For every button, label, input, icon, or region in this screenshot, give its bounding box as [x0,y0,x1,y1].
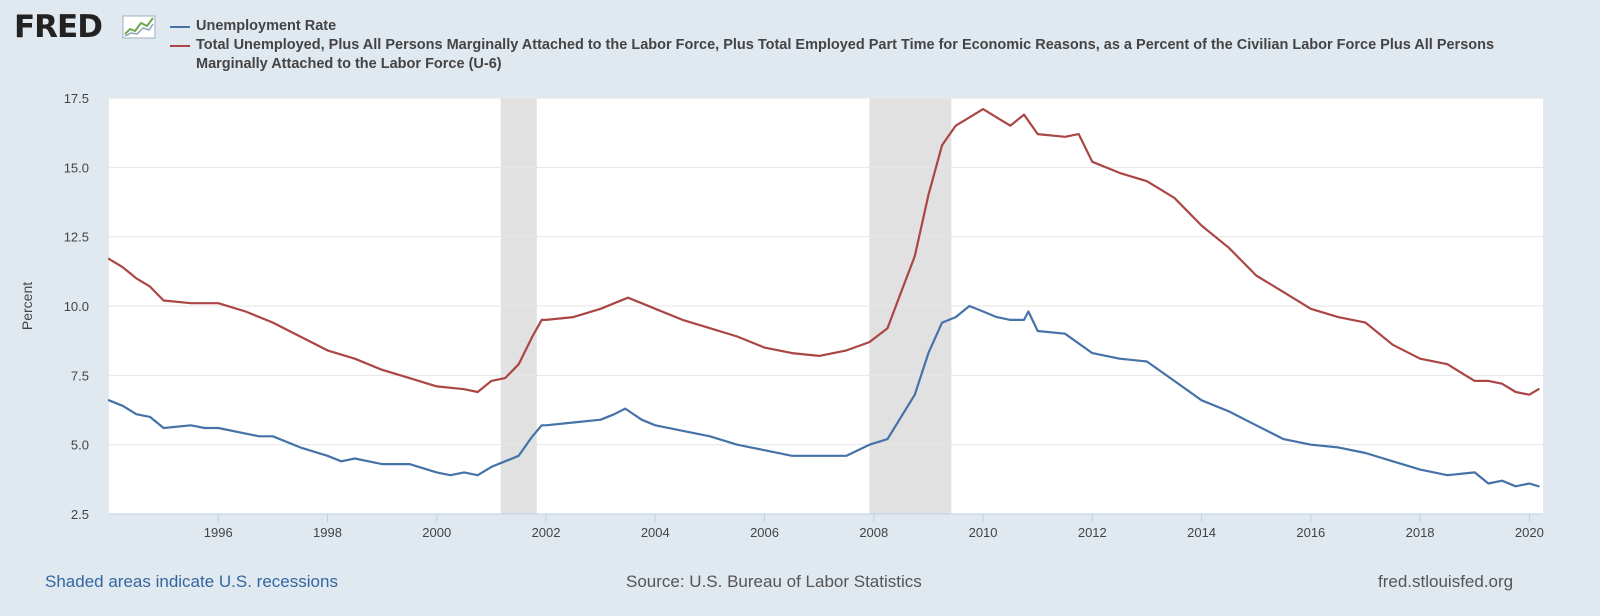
legend-swatch-u6 [170,45,190,47]
y-tick-label-1: 5.0 [71,438,89,453]
series-line-1[interactable] [107,107,1540,396]
legend-swatch-unemployment-rate [170,26,190,28]
y-tick-label-3: 10.0 [64,299,89,314]
y-axis-ticks: 2.5 5.0 7.5 10.0 12.5 15.0 17.5 [64,91,89,522]
y-tick-label-6: 17.5 [64,91,89,106]
y-tick-label-0: 2.5 [71,507,89,522]
series-line-0[interactable] [107,304,1540,488]
y-tick-label-5: 15.0 [64,160,89,175]
y-tick-label-2: 7.5 [71,368,89,383]
x-tick-label-2: 2000 [422,525,451,540]
x-tick-label-12: 2020 [1515,525,1544,540]
y-axis-title: Percent [19,282,35,330]
chart-legend: Unemployment Rate Total Unemployed, Plus… [170,17,1560,74]
x-tick-label-6: 2008 [859,525,888,540]
x-tick-label-3: 2002 [532,525,561,540]
x-tick-label-7: 2010 [969,525,998,540]
y-tick-label-4: 12.5 [64,230,89,245]
x-tick-label-1: 1998 [313,525,342,540]
site-link[interactable]: fred.stlouisfed.org [1378,572,1514,591]
fred-logo[interactable]: FRED [14,9,159,46]
source-text: Source: U.S. Bureau of Labor Statistics [626,572,922,591]
legend-label-unemployment-rate: Unemployment Rate [196,18,337,34]
x-tick-label-10: 2016 [1296,525,1325,540]
x-tick-label-8: 2012 [1078,525,1107,540]
x-tick-label-0: 1996 [204,525,233,540]
x-tick-label-9: 2014 [1187,525,1216,540]
legend-item-unemployment-rate[interactable]: Unemployment Rate [170,17,1560,36]
x-tick-label-11: 2018 [1406,525,1435,540]
series-lines [107,107,1540,488]
legend-item-u6[interactable]: Total Unemployed, Plus All Persons Margi… [170,36,1560,74]
fred-logo-text: FRED [14,9,103,45]
x-tick-label-4: 2004 [641,525,670,540]
recession-note-link[interactable]: Shaded areas indicate U.S. recessions [45,572,338,591]
x-tick-label-5: 2006 [750,525,779,540]
legend-label-u6: Total Unemployed, Plus All Persons Margi… [196,37,1495,72]
fred-logo-graph-icon [122,15,156,39]
x-axis-ticks: 1996 1998 2000 2002 2004 2006 2008 2010 2012 2014… [109,513,1544,540]
